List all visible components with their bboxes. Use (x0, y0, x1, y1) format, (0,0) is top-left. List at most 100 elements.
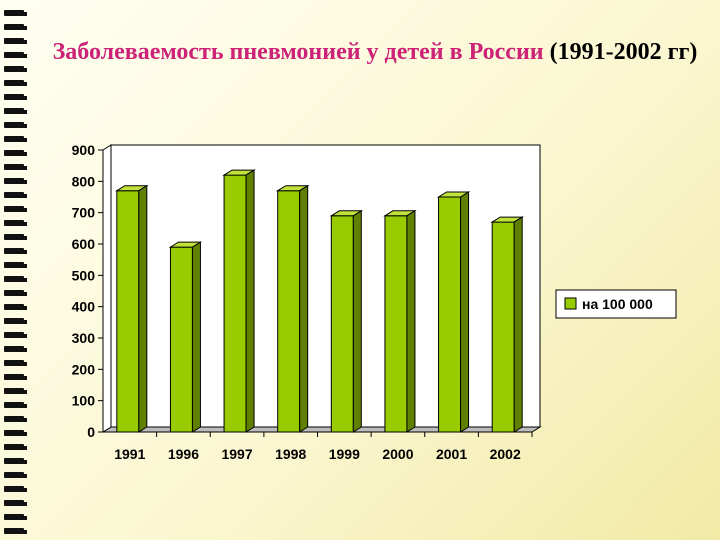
y-tick-label: 700 (72, 205, 96, 221)
binding-ring-tail (20, 12, 27, 16)
binding-ring (4, 402, 24, 408)
x-tick-label: 2000 (382, 446, 413, 462)
binding-ring-tail (20, 474, 27, 478)
binding-ring (4, 66, 24, 72)
binding-ring (4, 178, 24, 184)
binding-ring-tail (20, 138, 27, 142)
binding-ring (4, 388, 24, 394)
y-tick-label: 0 (87, 424, 95, 440)
y-tick-label: 800 (72, 173, 96, 189)
x-tick-label: 1997 (221, 446, 252, 462)
binding-ring (4, 514, 24, 520)
binding-ring (4, 164, 24, 170)
bar-series (115, 169, 524, 433)
legend-swatch (564, 297, 577, 310)
bar-1996 (168, 241, 203, 433)
y-tick-label: 300 (72, 330, 96, 346)
binding-ring (4, 430, 24, 436)
binding-ring-tail (20, 166, 27, 170)
y-tick-label: 400 (72, 299, 96, 315)
bar-1998 (275, 184, 310, 433)
binding-ring (4, 346, 24, 352)
y-tick-label: 500 (72, 267, 96, 283)
binding-ring (4, 290, 24, 296)
bar-side (513, 216, 523, 433)
binding-ring (4, 416, 24, 422)
legend: на 100 000 (555, 289, 677, 319)
binding-ring (4, 500, 24, 506)
binding-ring-tail (20, 26, 27, 30)
binding-ring (4, 332, 24, 338)
binding-ring (4, 24, 24, 30)
y-tick-label: 100 (72, 393, 96, 409)
binding-ring-tail (20, 516, 27, 520)
bar-1999 (329, 209, 364, 433)
x-tick-label: 1991 (114, 446, 145, 462)
binding-ring (4, 192, 24, 198)
binding-ring-tail (20, 82, 27, 86)
binding-ring (4, 444, 24, 450)
x-tick-label: 2001 (436, 446, 467, 462)
bar-side (138, 184, 148, 433)
chart-floor (101, 426, 542, 433)
binding-ring (4, 122, 24, 128)
binding-ring (4, 206, 24, 212)
binding-ring (4, 52, 24, 58)
binding-ring (4, 486, 24, 492)
binding-ring-tail (20, 264, 27, 268)
x-tick-label: 2002 (490, 446, 521, 462)
binding-ring (4, 234, 24, 240)
binding-ring-tail (20, 488, 27, 492)
bar-front (330, 215, 354, 433)
bar-front (223, 174, 247, 433)
binding-ring (4, 150, 24, 156)
binding-ring (4, 472, 24, 478)
binding-ring (4, 528, 24, 534)
x-tick-label: 1996 (168, 446, 199, 462)
binding-ring (4, 262, 24, 268)
y-tick-label: 900 (72, 142, 96, 158)
binding-ring-tail (20, 530, 27, 534)
bar-2002 (490, 216, 524, 433)
title-main: Заболеваемость пневмонией у детей в Росс… (52, 39, 544, 65)
binding-ring-tail (20, 446, 27, 450)
chart-side-wall (102, 144, 112, 433)
binding-ring (4, 108, 24, 114)
binding-ring (4, 304, 24, 310)
binding-ring (4, 458, 24, 464)
binding-ring-tail (20, 96, 27, 100)
binding-ring-tail (20, 222, 27, 226)
spiral-binding (4, 10, 27, 534)
x-tick-label: 1998 (275, 446, 306, 462)
bar-side (406, 209, 416, 433)
binding-ring (4, 94, 24, 100)
binding-ring-tail (20, 334, 27, 338)
page-title: Заболеваемость пневмонией у детей в Росс… (40, 36, 710, 68)
binding-ring (4, 318, 24, 324)
bar-side (460, 191, 470, 433)
bar-2001 (436, 191, 471, 433)
title-years: (1991-2002 гг) (543, 39, 698, 65)
binding-ring-tail (20, 348, 27, 352)
binding-ring (4, 80, 24, 86)
binding-ring-tail (20, 418, 27, 422)
binding-ring (4, 276, 24, 282)
bar-2000 (383, 209, 417, 433)
binding-ring-tail (20, 180, 27, 184)
binding-ring-tail (20, 68, 27, 72)
binding-ring-tail (20, 278, 27, 282)
bar-side (191, 241, 201, 433)
binding-ring-tail (20, 236, 27, 240)
binding-ring-tail (20, 306, 27, 310)
bar-front (491, 221, 515, 433)
binding-ring-tail (20, 320, 27, 324)
binding-ring-tail (20, 390, 27, 394)
binding-ring (4, 136, 24, 142)
binding-ring-tail (20, 292, 27, 296)
bar-1991 (115, 184, 149, 433)
y-tick-label: 200 (72, 361, 96, 377)
binding-ring (4, 248, 24, 254)
bar-front (116, 190, 140, 433)
binding-ring (4, 220, 24, 226)
